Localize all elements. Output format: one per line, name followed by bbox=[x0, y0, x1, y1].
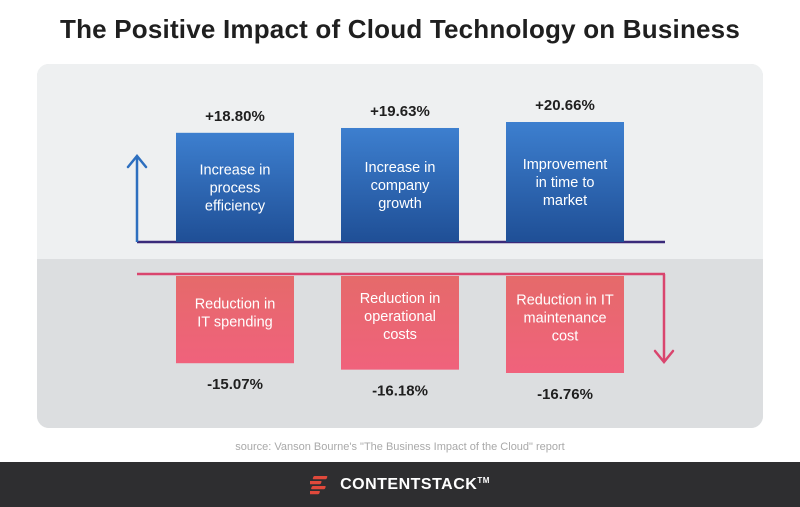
positive-category-label-3: in time to bbox=[536, 175, 595, 191]
logo-stripe bbox=[310, 480, 322, 484]
logo-stripe bbox=[311, 485, 326, 489]
source-note: source: Vanson Bourne's "The Business Im… bbox=[235, 441, 565, 453]
negative-category-label-1: Reduction in bbox=[195, 297, 276, 313]
positive-bar-3 bbox=[506, 122, 624, 242]
negative-category-label-2: operational bbox=[364, 309, 436, 325]
negative-category-label-2: costs bbox=[383, 327, 417, 343]
positive-value-label-1: +18.80% bbox=[205, 108, 265, 125]
positive-category-label-1: efficiency bbox=[205, 198, 266, 214]
negative-category-label-1: IT spending bbox=[197, 315, 273, 331]
positive-category-label-1: process bbox=[210, 180, 261, 196]
contentstack-logo-icon bbox=[310, 475, 328, 494]
positive-value-label-2: +19.63% bbox=[370, 103, 430, 120]
negative-value-label-1: -15.07% bbox=[207, 376, 263, 393]
positive-category-label-2: company bbox=[371, 178, 431, 194]
negative-category-label-3: maintenance bbox=[523, 311, 606, 327]
positive-bar-2 bbox=[341, 127, 459, 242]
positive-category-label-2: Increase in bbox=[365, 160, 436, 176]
negative-bar-2 bbox=[341, 276, 459, 370]
positive-value-label-3: +20.66% bbox=[535, 97, 595, 114]
negative-bar-1 bbox=[176, 276, 294, 364]
negative-value-label-3: -16.76% bbox=[537, 386, 593, 403]
positive-category-label-3: Improvement bbox=[523, 157, 608, 173]
negative-category-label-3: Reduction in IT bbox=[516, 293, 614, 309]
negative-category-label-3: cost bbox=[552, 329, 579, 345]
up-arrow-icon bbox=[126, 154, 148, 169]
negative-bar-3 bbox=[506, 276, 624, 373]
impact-bar-chart: +18.80% Increase in process efficiency +19.6… bbox=[126, 97, 675, 403]
positive-bar-1 bbox=[176, 132, 294, 242]
positive-category-label-2: growth bbox=[378, 196, 422, 212]
footer-bar: CONTENTSTACKTM bbox=[0, 462, 800, 507]
negative-value-label-2: -16.18% bbox=[372, 383, 428, 400]
logo-stripe bbox=[312, 475, 328, 479]
positive-category-label-1: Increase in bbox=[200, 162, 271, 178]
logo-stripe bbox=[310, 490, 320, 494]
negative-category-label-2: Reduction in bbox=[360, 291, 441, 307]
down-arrow-icon bbox=[653, 349, 675, 364]
page-title: The Positive Impact of Cloud Technology … bbox=[59, 14, 741, 44]
positive-category-label-3: market bbox=[543, 193, 587, 209]
brand[interactable]: CONTENTSTACKTM bbox=[0, 462, 800, 507]
brand-name: CONTENTSTACKTM bbox=[340, 475, 490, 493]
